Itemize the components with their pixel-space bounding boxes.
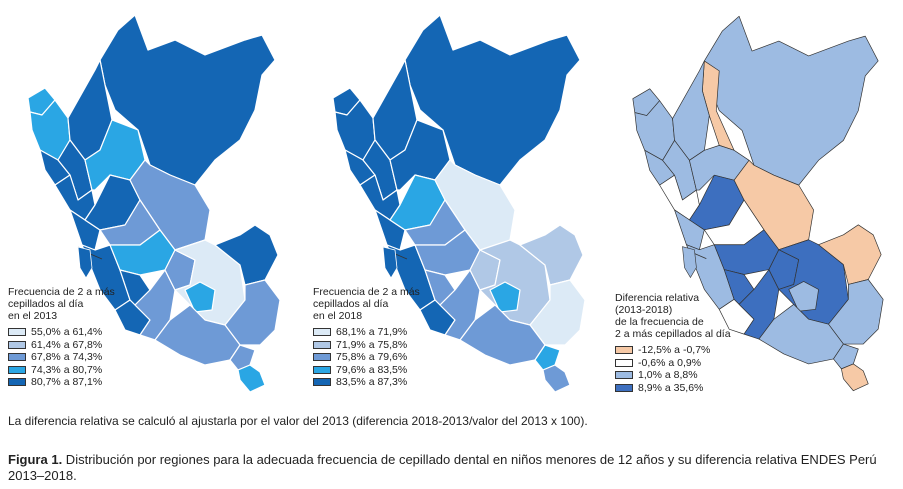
legend-swatch <box>8 328 26 337</box>
legend-swatch <box>313 328 331 337</box>
figure-caption-text: Distribución por regiones para la adecua… <box>8 452 877 483</box>
peru-map-2013 <box>27 14 281 393</box>
legend-title: Frecuencia de 2 a más cepillados al día … <box>313 286 420 322</box>
legend-swatch <box>615 383 633 392</box>
region-puno <box>224 279 281 346</box>
peru-map-difference <box>632 15 884 392</box>
figure-label: Figura 1. <box>8 452 63 467</box>
legend-swatch <box>8 378 26 387</box>
region-madre-de-dios <box>519 224 584 286</box>
legend-swatch <box>615 346 633 355</box>
legend-2018: Frecuencia de 2 a más cepillados al día … <box>313 286 420 389</box>
legend-swatch <box>8 340 26 349</box>
region-ancash <box>674 209 705 251</box>
legend-item: 1,0% a 8,8% <box>615 369 731 382</box>
legend-item: 8,9% a 35,6% <box>615 382 731 395</box>
legend-swatch <box>615 371 633 380</box>
region-moquegua <box>833 343 859 370</box>
legend-item: 83,5% a 87,3% <box>313 376 420 389</box>
legend-item: 67,8% a 74,3% <box>8 351 115 364</box>
legend-2013: Frecuencia de 2 a más cepillados al día … <box>8 286 115 389</box>
region-moquegua <box>534 344 561 371</box>
legend-title: Frecuencia de 2 a más cepillados al día … <box>8 286 115 322</box>
figure-caption: Figura 1. Distribución por regiones para… <box>8 452 888 484</box>
region-tacna <box>542 364 571 393</box>
region-ancash <box>374 209 406 251</box>
legend-swatch <box>313 365 331 374</box>
legend-item: -0,6% a 0,9% <box>615 357 731 370</box>
legend-item: 74,3% a 80,7% <box>8 364 115 377</box>
map-2018: Frecuencia de 2 a más cepillados al día … <box>305 0 605 405</box>
legend-item: 55,0% a 61,4% <box>8 326 115 339</box>
legend-swatch <box>313 378 331 387</box>
legend-swatch <box>8 353 26 362</box>
legend-item: 80,7% a 87,1% <box>8 376 115 389</box>
legend-difference: Diferencia relativa (2013-2018) de la fr… <box>615 292 731 394</box>
legend-swatch <box>8 365 26 374</box>
callao-inset <box>77 246 103 279</box>
legend-item: 71,9% a 75,8% <box>313 339 420 352</box>
legend-item: -12,5% a -0,7% <box>615 344 731 357</box>
legend-swatch <box>313 340 331 349</box>
region-loreto <box>703 15 879 186</box>
region-arequipa <box>154 304 241 366</box>
region-loreto <box>99 14 276 186</box>
region-madre-de-dios <box>214 224 279 286</box>
legend-swatch <box>615 358 633 367</box>
map-difference: Diferencia relativa (2013-2018) de la fr… <box>605 0 903 405</box>
region-arequipa <box>459 304 546 366</box>
legend-item: 68,1% a 71,9% <box>313 326 420 339</box>
region-madre-de-dios <box>818 224 882 285</box>
legend-item: 79,6% a 83,5% <box>313 364 420 377</box>
callao-inset <box>382 246 408 279</box>
region-moquegua <box>229 344 256 371</box>
map-2013: Frecuencia de 2 a más cepillados al día … <box>0 0 300 405</box>
region-puno <box>828 279 884 345</box>
region-loreto <box>404 14 581 186</box>
legend-item: 61,4% a 67,8% <box>8 339 115 352</box>
region-tacna <box>237 364 266 393</box>
legend-item: 75,8% a 79,6% <box>313 351 420 364</box>
region-puno <box>529 279 586 346</box>
region-ancash <box>69 209 101 251</box>
callao-inset <box>682 246 707 279</box>
footnote: La diferencia relativa se calculó al aju… <box>8 414 588 428</box>
peru-map-2018 <box>332 14 586 393</box>
region-tacna <box>841 363 869 392</box>
legend-title: Diferencia relativa (2013-2018) de la fr… <box>615 292 731 340</box>
legend-swatch <box>313 353 331 362</box>
region-arequipa <box>758 303 844 365</box>
